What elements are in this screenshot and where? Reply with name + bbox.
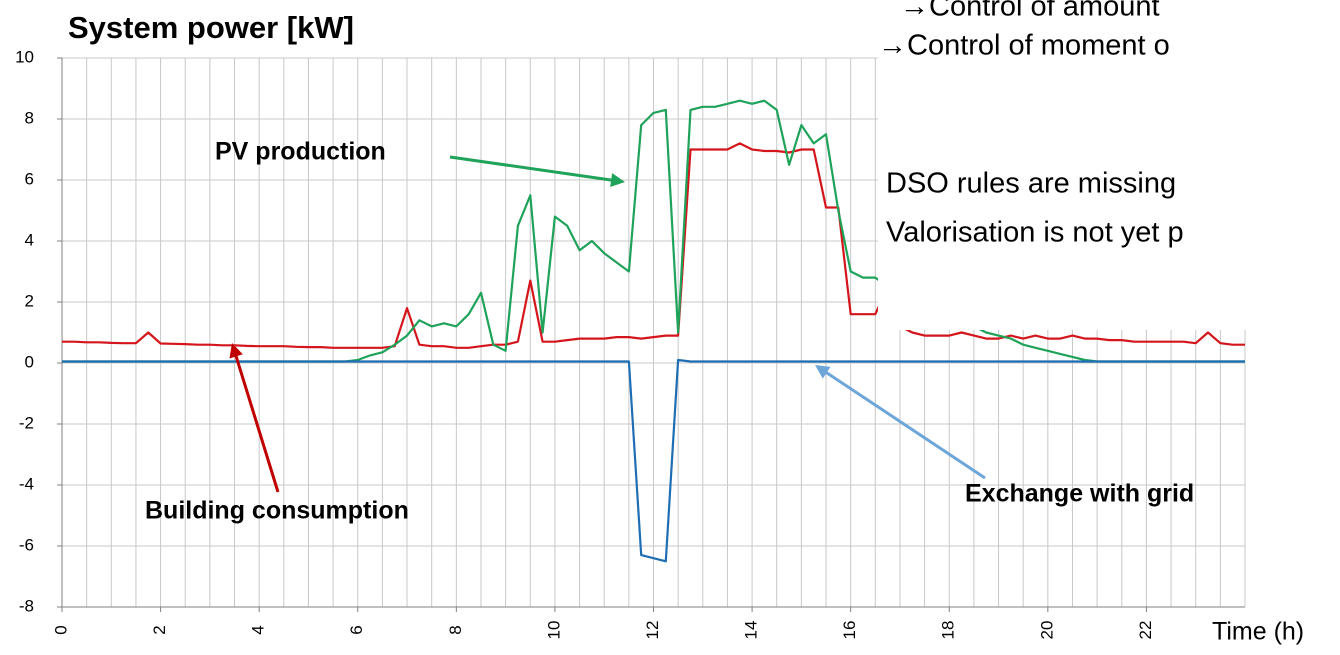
y-tick-label: 4 xyxy=(25,230,34,249)
y-tick-label: 2 xyxy=(25,291,34,310)
x-tick-label: 12 xyxy=(643,621,662,640)
x-tick-label: 0 xyxy=(51,625,70,634)
y-tick-label: -4 xyxy=(19,474,34,493)
bullet: →Control of moment o xyxy=(878,30,1170,62)
x-tick-label: 6 xyxy=(347,625,366,634)
annotation-arrow xyxy=(822,369,986,480)
arrow-head xyxy=(815,365,831,379)
x-tick-label: 8 xyxy=(446,625,465,634)
x-tick-label: 14 xyxy=(742,621,761,640)
chart-title: System power [kW] xyxy=(68,10,354,45)
bullet: →Control of amount xyxy=(900,0,1160,23)
x-tick-label: 4 xyxy=(249,625,268,634)
text-box xyxy=(878,0,1340,330)
arrow-head xyxy=(610,173,625,187)
chart: System power [kW] Time (h) -8 -6 -4 -2 0 2 4 6 8 10… xyxy=(15,10,1304,645)
y-tick-label: -2 xyxy=(19,413,34,432)
x-tick-label: 18 xyxy=(939,621,958,640)
series-line xyxy=(62,142,1245,349)
x-tick-label: 10 xyxy=(544,621,563,640)
note: Valorisation is not yet p xyxy=(886,217,1184,249)
x-axis-label: Time (h) xyxy=(1212,618,1304,646)
y-tick-label: 6 xyxy=(25,169,34,188)
x-tick-label: 2 xyxy=(150,625,169,634)
x-tick-label: 16 xyxy=(840,621,859,640)
annotation-arrow xyxy=(449,155,616,183)
arrow-head xyxy=(229,343,243,359)
y-tick-label: 0 xyxy=(25,352,34,371)
x-tick-label: 20 xyxy=(1037,621,1056,640)
y-tick-label: -8 xyxy=(19,596,34,615)
x-tick-label: 22 xyxy=(1136,621,1155,640)
annotation: PV production xyxy=(215,138,386,166)
annotation: Building consumption xyxy=(145,497,409,525)
note: DSO rules are missing xyxy=(886,168,1176,200)
y-tick-label: -6 xyxy=(19,535,34,554)
annotation-arrow xyxy=(233,352,280,493)
series-line xyxy=(62,358,1245,563)
annotation: Exchange with grid xyxy=(965,480,1194,508)
y-tick-label: 10 xyxy=(15,47,34,66)
y-tick-label: 8 xyxy=(25,108,34,127)
